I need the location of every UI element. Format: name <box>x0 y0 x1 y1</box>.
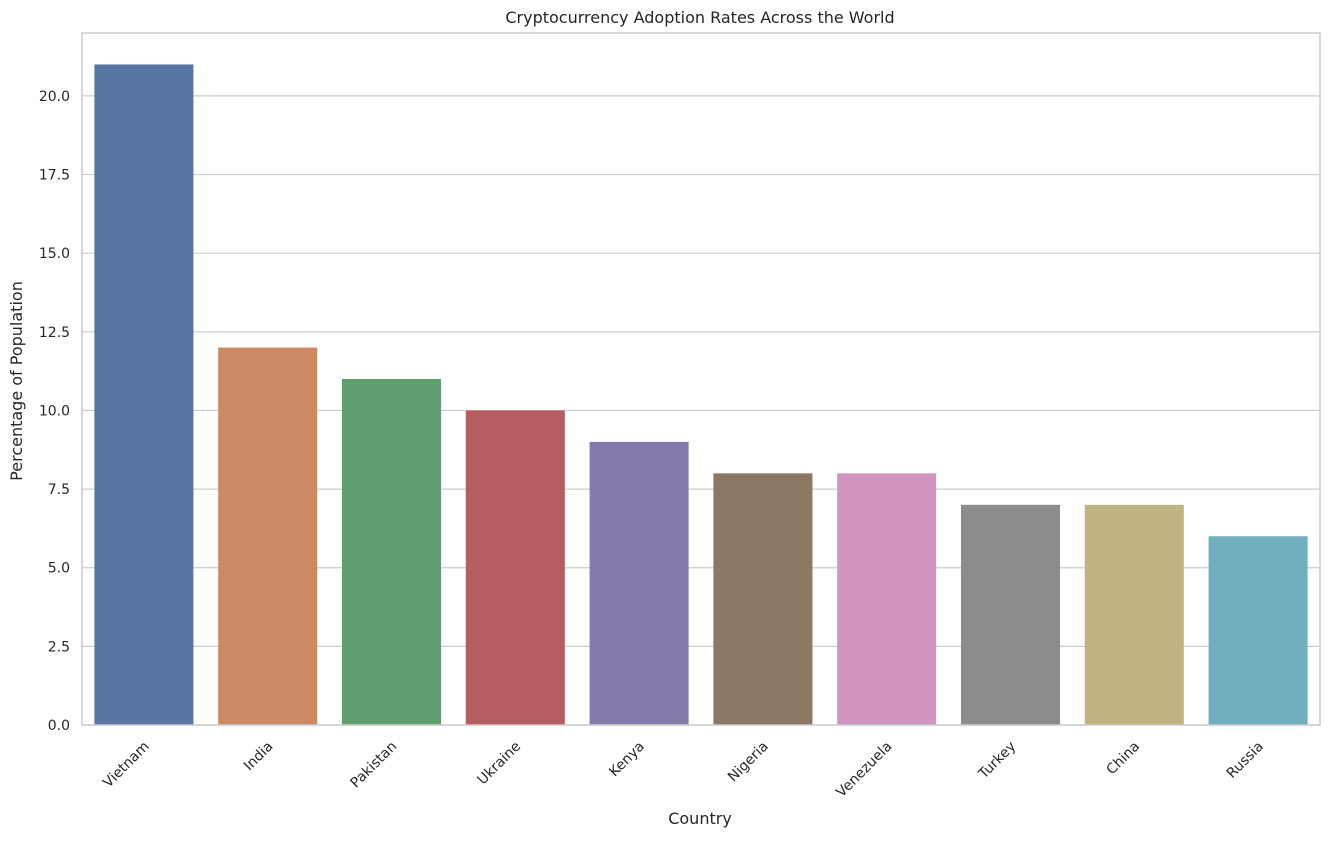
x-tick-label: Kenya <box>606 739 648 781</box>
bar-india <box>218 347 318 725</box>
bars-layer <box>94 64 1308 726</box>
bar-venezuela <box>837 473 937 725</box>
bar-turkey <box>960 504 1061 725</box>
bar-pakistan <box>341 379 442 725</box>
bar-kenya <box>589 441 689 725</box>
plot-frame <box>81 32 1321 726</box>
x-tick-label: India <box>241 739 277 775</box>
x-tick-label: Russia <box>1224 739 1267 782</box>
x-axis-label: Country <box>668 809 732 828</box>
x-tick-label: China <box>1104 739 1144 779</box>
x-tick-label: Ukraine <box>475 739 525 789</box>
y-tick-label: 15.0 <box>39 246 70 262</box>
bar-russia <box>1208 536 1308 725</box>
y-tick-label: 17.5 <box>39 168 70 184</box>
x-tick-label: Turkey <box>975 739 1019 783</box>
y-tick-label: 0.0 <box>48 718 70 734</box>
bar-nigeria <box>713 473 813 725</box>
y-tick-label: 20.0 <box>39 89 70 105</box>
bar-china <box>1084 504 1184 725</box>
y-tick-label: 12.5 <box>39 325 70 341</box>
y-tick-label: 5.0 <box>48 561 70 577</box>
y-tick-label: 2.5 <box>48 639 70 655</box>
x-tick-label: Venezuela <box>833 739 895 801</box>
y-tick-label: 10.0 <box>39 403 70 419</box>
bar-ukraine <box>465 410 565 725</box>
x-tick-label: Pakistan <box>348 739 401 792</box>
axes-layer <box>81 32 1321 726</box>
bar-vietnam <box>94 64 194 726</box>
y-tick-label: 7.5 <box>48 482 70 498</box>
x-tick-label: Vietnam <box>100 739 153 792</box>
x-tick-label: Nigeria <box>725 739 772 786</box>
y-axis-label: Percentage of Population <box>7 281 26 481</box>
chart-title: Cryptocurrency Adoption Rates Across the… <box>505 8 894 27</box>
